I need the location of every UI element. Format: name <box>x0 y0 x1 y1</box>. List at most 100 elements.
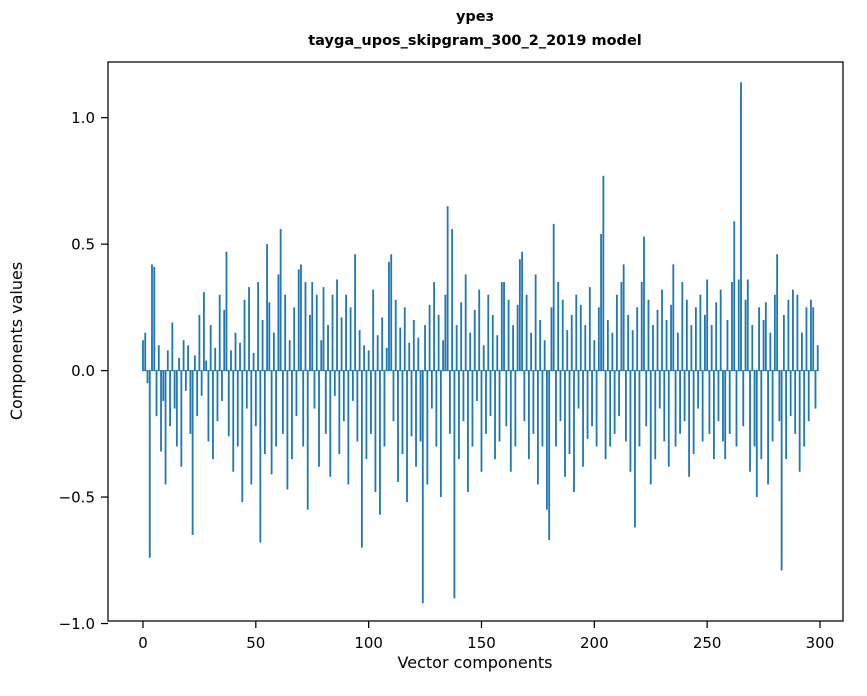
bar <box>458 370 460 460</box>
bar <box>428 304 431 371</box>
bar <box>584 325 587 371</box>
bar <box>254 370 257 427</box>
bar <box>713 370 715 460</box>
bar <box>742 370 745 427</box>
bar <box>548 370 551 541</box>
bar <box>198 314 201 371</box>
bar <box>575 294 578 371</box>
bar <box>534 274 537 371</box>
bar <box>618 370 621 417</box>
chart-title-line1: урез <box>456 9 494 25</box>
bar <box>787 299 790 371</box>
x-tick-label: 100 <box>354 634 383 652</box>
bar <box>354 254 357 371</box>
bar <box>401 370 404 455</box>
bar <box>568 370 571 455</box>
bar <box>688 370 690 477</box>
bar <box>268 302 271 371</box>
bar <box>658 370 661 409</box>
bar <box>805 307 808 371</box>
bar <box>550 307 553 371</box>
bar <box>627 314 630 371</box>
bar <box>591 370 593 427</box>
bar <box>419 370 422 442</box>
x-axis-label: Vector components <box>398 653 553 672</box>
bar <box>225 251 228 371</box>
bar <box>577 370 580 409</box>
bar <box>464 274 467 371</box>
bar <box>281 370 284 434</box>
bar <box>171 322 174 371</box>
bar <box>460 302 463 371</box>
bar <box>295 370 298 417</box>
bar <box>153 266 156 371</box>
bar <box>717 370 720 422</box>
bar <box>148 370 151 558</box>
bar <box>284 294 287 371</box>
bar <box>430 370 433 409</box>
bar <box>746 279 749 371</box>
bar <box>728 370 731 434</box>
bar <box>546 370 548 510</box>
bar <box>367 350 370 371</box>
bar <box>302 370 305 447</box>
bar <box>764 302 767 371</box>
bar <box>690 325 693 371</box>
bar <box>536 370 539 485</box>
bar <box>399 327 402 371</box>
bar <box>631 330 634 371</box>
bar <box>685 299 688 371</box>
bar <box>329 370 332 477</box>
bar <box>291 370 293 460</box>
bar <box>656 309 659 371</box>
bar <box>340 317 343 371</box>
bar <box>771 370 774 442</box>
bar <box>189 370 192 434</box>
bar <box>216 370 219 422</box>
bar <box>376 335 379 371</box>
bar <box>512 325 514 371</box>
bar <box>507 299 510 371</box>
bar <box>469 332 472 371</box>
bar <box>426 370 429 485</box>
bar <box>634 370 636 528</box>
bar <box>331 294 334 371</box>
bar <box>245 370 248 409</box>
bar <box>740 82 742 371</box>
bar <box>566 330 569 371</box>
bar <box>243 299 246 371</box>
bar <box>640 282 643 371</box>
bar <box>142 340 144 371</box>
bar <box>602 175 605 371</box>
bar <box>494 370 496 460</box>
bar <box>324 370 327 434</box>
bar <box>697 370 700 409</box>
bar <box>261 320 264 371</box>
plot-area-border <box>107 61 844 622</box>
bar <box>209 325 212 371</box>
bar <box>372 289 375 371</box>
bar <box>674 370 677 447</box>
bar <box>500 282 503 371</box>
bar <box>719 289 722 371</box>
bar <box>600 234 602 371</box>
bar <box>408 342 411 371</box>
bar <box>778 370 781 422</box>
bar <box>451 228 454 371</box>
bar <box>218 294 221 371</box>
x-tick-label: 250 <box>693 634 722 652</box>
bar <box>338 370 341 455</box>
bar <box>320 340 323 371</box>
y-tick-label: −0.5 <box>59 489 95 507</box>
bar <box>193 355 196 371</box>
bar <box>665 320 668 371</box>
x-tick-label: 50 <box>246 634 265 652</box>
bar <box>582 370 584 467</box>
bar <box>751 325 754 371</box>
bar <box>755 370 758 498</box>
bar <box>234 332 237 371</box>
bar <box>667 370 670 467</box>
bar <box>388 261 390 371</box>
y-tick-label: 0.0 <box>71 362 95 380</box>
bar <box>652 325 654 371</box>
